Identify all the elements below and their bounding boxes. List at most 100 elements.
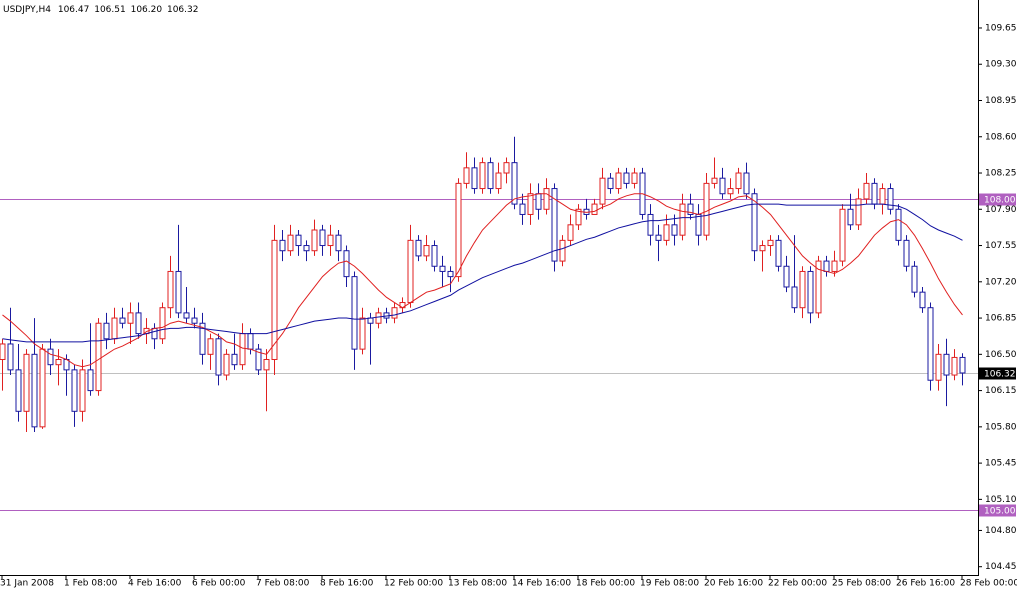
x-tick-label: 8 Feb 16:00 (320, 579, 374, 589)
y-tick-label: 105.45 (985, 459, 1017, 469)
candle-body (551, 188, 558, 262)
candle-body (135, 312, 142, 335)
candle-body (439, 265, 446, 272)
candle-body (783, 265, 790, 288)
candle-body (679, 203, 686, 236)
candle-body (599, 177, 606, 205)
chart-header: USDJPY,H4 106.47 106.51 106.20 106.32 (3, 5, 198, 15)
candle-body (287, 234, 294, 252)
candle-body (263, 359, 270, 371)
candle-body (535, 193, 542, 210)
candle-body (375, 312, 382, 324)
candle-body (727, 188, 734, 195)
y-tick-label: 106.15 (985, 386, 1017, 396)
candle-body (463, 167, 470, 184)
candle-body (951, 356, 958, 376)
candle-body (223, 353, 230, 376)
candle-body (839, 208, 846, 262)
candle-body (415, 239, 422, 257)
candle-body (927, 307, 934, 381)
candle-body (519, 203, 526, 215)
candle-body (391, 307, 398, 319)
candle-body (495, 172, 502, 190)
candle-body (175, 270, 182, 314)
level-label-box (979, 193, 1016, 206)
candle-body (607, 177, 614, 190)
candle-body (15, 369, 22, 412)
candle-body (111, 317, 118, 340)
candle-body (47, 348, 54, 366)
candle-body (767, 239, 774, 247)
candle-body (719, 177, 726, 195)
y-tick-label: 107.90 (985, 205, 1017, 215)
y-tick-label: 109.65 (985, 23, 1017, 33)
candle-body (887, 188, 894, 210)
candle-body (655, 234, 662, 241)
level-label-box (979, 367, 1016, 380)
candle-body (759, 245, 766, 252)
candle-body (751, 193, 758, 252)
candle-body (815, 260, 822, 314)
candle-body (503, 162, 510, 174)
moving-average-line (2, 203, 963, 343)
candle-body (359, 317, 366, 350)
y-tick-label: 106.50 (985, 350, 1017, 360)
candle-body (127, 312, 134, 324)
candle-body (879, 188, 886, 205)
candle-body (31, 353, 38, 428)
candle-body (159, 307, 166, 340)
candle-body (239, 333, 246, 366)
candle-body (695, 213, 702, 236)
candle-body (943, 353, 950, 376)
candle-body (71, 369, 78, 412)
candle-body (807, 270, 814, 314)
candle-body (247, 333, 254, 350)
candle-body (623, 172, 630, 184)
candle-body (711, 177, 718, 184)
x-tick-label: 20 Feb 16:00 (704, 579, 763, 589)
candle-body (903, 239, 910, 267)
level-label: 105.00 (984, 507, 1016, 517)
x-tick-label: 18 Feb 00:00 (576, 579, 635, 589)
candle-body (479, 162, 486, 190)
candle-body (7, 343, 14, 371)
candle-body (855, 198, 862, 226)
y-tick-label: 108.25 (985, 169, 1017, 179)
candle-body (847, 208, 854, 226)
candle-body (871, 182, 878, 205)
x-tick-label: 14 Feb 16:00 (512, 579, 571, 589)
candle-body (327, 234, 334, 247)
candle-body (23, 353, 30, 412)
level-label-box (979, 504, 1016, 517)
candle-body (895, 208, 902, 241)
candle-body (791, 286, 798, 309)
y-tick-label: 107.20 (985, 277, 1017, 287)
candle-body (631, 172, 638, 184)
candle-body (79, 369, 86, 412)
candle-body (295, 234, 302, 247)
candle-body (575, 208, 582, 226)
candle-body (615, 172, 622, 190)
level-label: 108.00 (984, 196, 1016, 206)
candle-body (591, 203, 598, 215)
x-tick-label: 28 Feb 00:00 (960, 579, 1017, 589)
x-tick-label: 7 Feb 08:00 (256, 579, 310, 589)
candle-body (279, 239, 286, 252)
candle-body (319, 229, 326, 247)
candle-body (95, 322, 102, 392)
candle-body (167, 270, 174, 309)
y-tick-label: 109.30 (985, 60, 1017, 70)
y-tick-label: 104.45 (985, 562, 1017, 572)
candle-body (455, 182, 462, 278)
level-label: 106.32 (984, 370, 1016, 380)
candle-body (647, 213, 654, 236)
quote-close: 106.32 (167, 5, 199, 15)
candle-body (55, 359, 62, 366)
candle-body (207, 338, 214, 355)
quote-open: 106.47 (58, 5, 90, 15)
quote-low: 106.20 (131, 5, 163, 15)
candle-body (471, 167, 478, 190)
candle-body (511, 162, 518, 205)
candle-body (103, 322, 110, 340)
